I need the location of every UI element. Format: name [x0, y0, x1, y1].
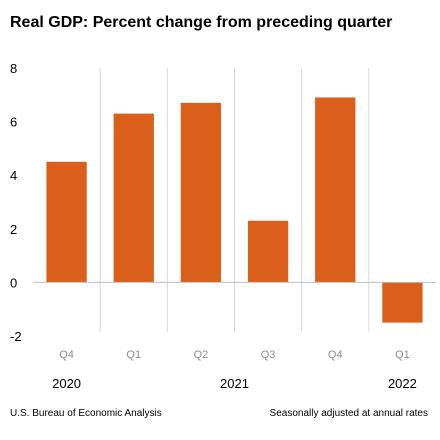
y-tick-label: 8 — [10, 61, 17, 76]
source-note: U.S. Bureau of Economic Analysis — [10, 408, 162, 419]
y-axis-ticks: 8 6 4 2 0 -2 — [10, 61, 22, 344]
grid-lines — [99, 68, 370, 332]
bar — [382, 282, 423, 323]
category-label: Q1 — [395, 349, 410, 361]
category-label: Q1 — [126, 349, 141, 361]
chart-title: Real GDP: Percent change from preceding … — [10, 14, 393, 31]
seasonal-adjustment-note: Seasonally adjusted at annual rates — [269, 408, 428, 419]
y-tick-label: 0 — [10, 275, 17, 290]
bars — [46, 97, 423, 323]
category-label: Q4 — [59, 349, 74, 361]
bar — [46, 161, 87, 283]
year-label: 2021 — [220, 376, 249, 391]
y-tick-label: 2 — [10, 222, 17, 237]
y-tick-label: 6 — [10, 115, 17, 130]
category-label: Q2 — [194, 349, 209, 361]
category-label: Q4 — [328, 349, 343, 361]
bar — [247, 220, 289, 283]
y-tick-label: 4 — [10, 168, 17, 183]
bar — [113, 113, 154, 283]
category-label: Q3 — [261, 349, 276, 361]
y-tick-label: -2 — [10, 329, 22, 344]
x-axis-categories: Q4 Q1 Q2 Q3 Q4 Q1 — [59, 349, 410, 361]
x-axis-years: 2020 2021 2022 — [52, 376, 417, 391]
year-label: 2022 — [388, 376, 417, 391]
year-label: 2020 — [52, 376, 81, 391]
bar — [180, 102, 222, 283]
bar — [315, 97, 356, 283]
